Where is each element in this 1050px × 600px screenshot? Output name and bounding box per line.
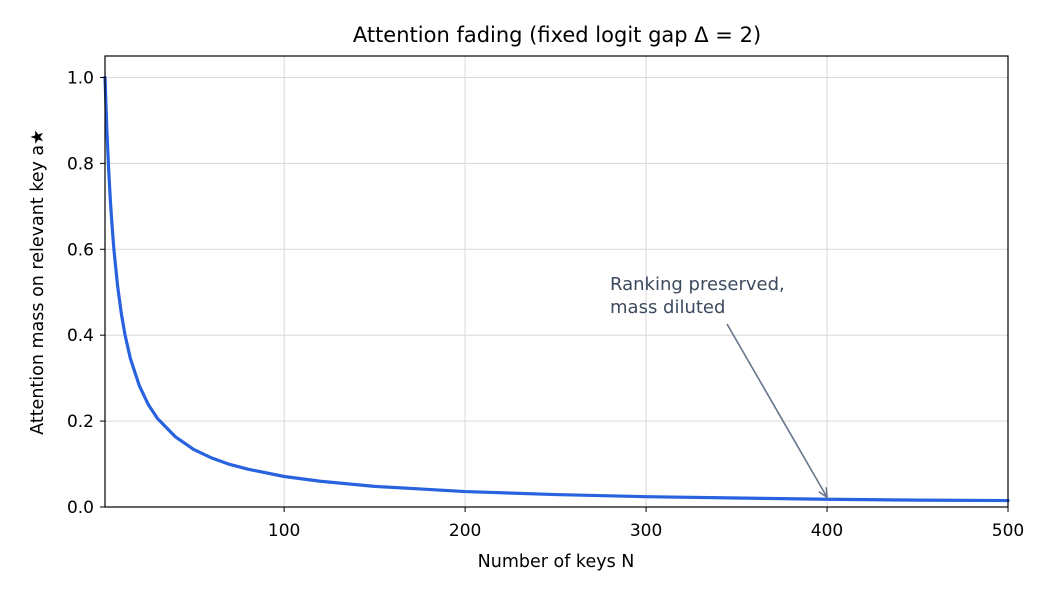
x-axis-label: Number of keys N [478,552,635,572]
annotation-layer: Ranking preserved,mass diluted [610,274,828,499]
y-tick-label: 0.2 [67,412,94,432]
annotation-text: mass diluted [610,297,725,318]
x-tick-label: 200 [449,521,481,541]
x-tick-label: 500 [992,521,1024,541]
plot-frame [104,55,1009,508]
y-tick-label: 0.4 [67,326,94,346]
grid-lines [105,56,1009,508]
y-tick-label: 0.0 [67,498,94,518]
y-tick-label: 0.8 [67,154,94,174]
series-layer [103,75,1010,503]
tick-layer: 100 200 300 400 500 0.0 0.2 0.4 0.6 0.8 1.0 [67,68,1024,541]
annotation-text: Ranking preserved, [610,274,785,295]
x-tick-label: 100 [268,521,300,541]
annotation-arrow [726,323,828,498]
x-tick-label: 400 [811,521,843,541]
y-tick-label: 1.0 [67,68,94,88]
chart-title: Attention fading (fixed logit gap Δ = 2) [353,23,761,47]
y-tick-label: 0.6 [67,240,94,260]
y-axis-label: Attention mass on relevant key a★ [28,129,48,435]
series-line [103,75,1010,503]
x-tick-label: 300 [630,521,662,541]
annotation-arrowhead [818,487,828,499]
